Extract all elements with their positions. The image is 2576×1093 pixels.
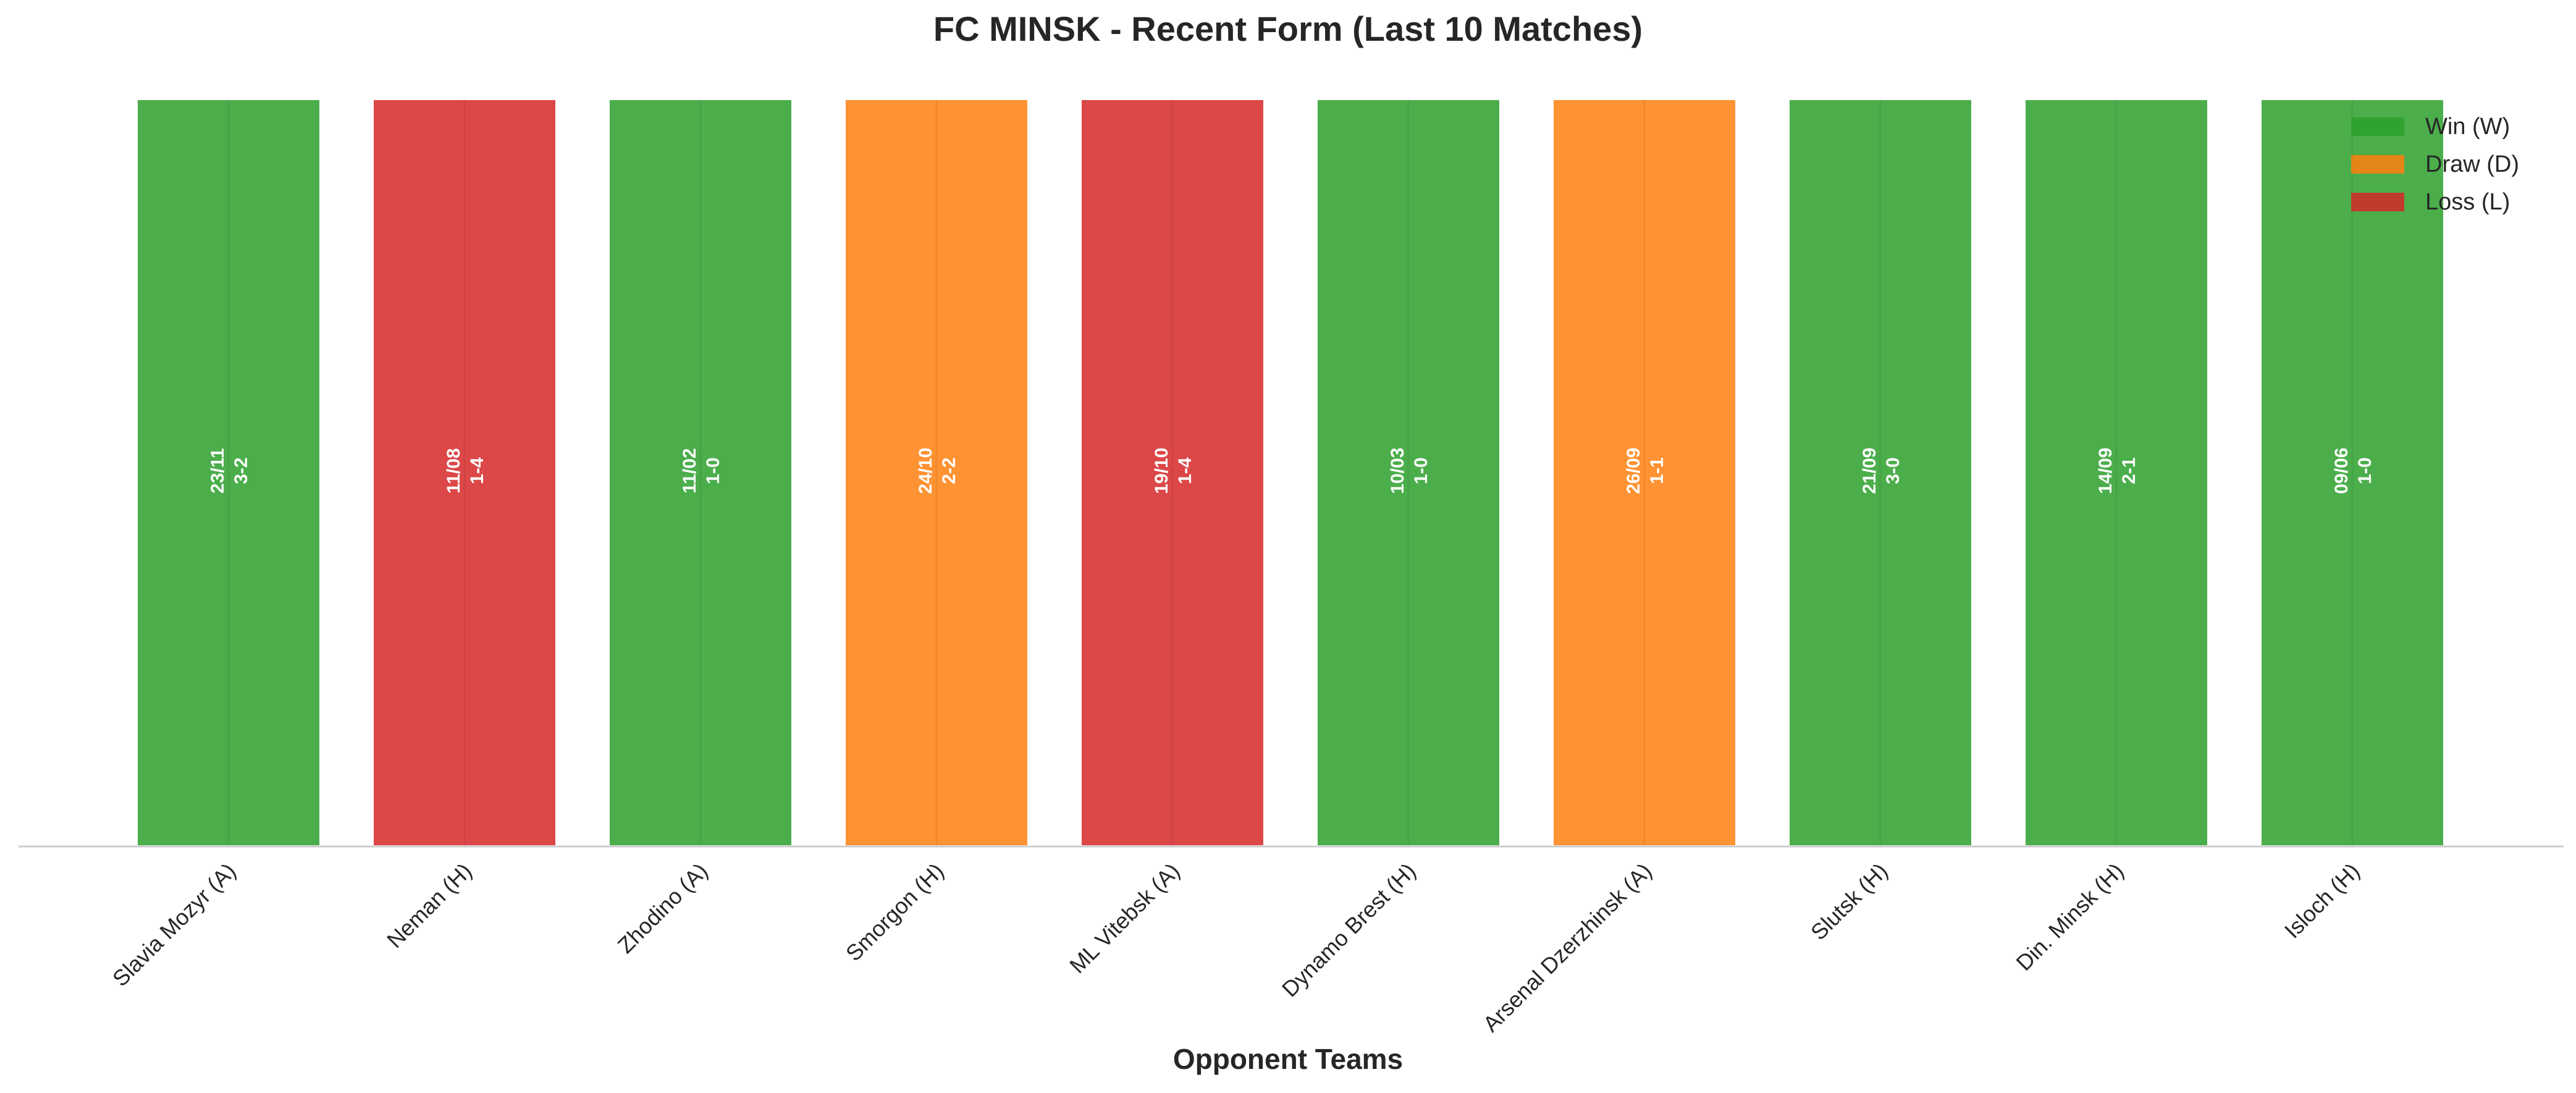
bar-neman-h bbox=[371, 98, 558, 848]
bar-score-label: 3-2 bbox=[231, 457, 251, 484]
bar-label-isloch-h: 09/06 1-0 bbox=[2331, 447, 2375, 494]
x-tick-label-arsenal-dzerzhinsk-a: Arsenal Dzerzhinsk (A) bbox=[1478, 858, 1656, 1037]
x-tick-label-neman-h: Neman (H) bbox=[382, 858, 476, 953]
bar-score-label: 1-4 bbox=[1175, 457, 1195, 484]
bar-group-slutsk-h: 21/09 3-0 bbox=[1787, 98, 1974, 848]
bar-score-label: 1-0 bbox=[703, 457, 723, 484]
bar-label-arsenal-dzerzhinsk-a: 26/09 1-1 bbox=[1623, 447, 1667, 494]
x-tick-label-zhodino-a: Zhodino (A) bbox=[613, 858, 713, 958]
bar-label-ml-vitebsk-a: 19/10 1-4 bbox=[1151, 447, 1195, 494]
legend-swatch-win bbox=[2351, 117, 2404, 136]
legend-item-draw: Draw (D) bbox=[2351, 149, 2519, 180]
legend-swatch-loss bbox=[2351, 193, 2404, 211]
legend-item-loss: Loss (L) bbox=[2351, 187, 2519, 217]
x-tick-label-isloch-h: Isloch (H) bbox=[2279, 858, 2365, 943]
bar-group-smorgon-h: 24/10 2-2 bbox=[843, 98, 1030, 848]
bar-date-label: 14/09 bbox=[2095, 447, 2116, 494]
bar-din-minsk-h bbox=[2023, 98, 2210, 848]
bar-ml-vitebsk-a bbox=[1079, 98, 1266, 848]
bar-score-label: 1-0 bbox=[2355, 457, 2375, 484]
bar-group-ml-vitebsk-a: 19/10 1-4 bbox=[1079, 98, 1266, 848]
bar-date-label: 09/06 bbox=[2331, 447, 2352, 494]
legend-label-win: Win (W) bbox=[2425, 113, 2511, 140]
x-tick-label-ml-vitebsk-a: ML Vitebsk (A) bbox=[1064, 858, 1185, 979]
bar-score-label: 2-2 bbox=[939, 457, 959, 484]
bar-group-neman-h: 11/08 1-4 bbox=[371, 98, 558, 848]
bar-label-zhodino-a: 11/02 1-0 bbox=[680, 448, 723, 493]
bar-label-neman-h: 11/08 1-4 bbox=[444, 448, 487, 493]
chart-title: FC MINSK - Recent Form (Last 10 Matches) bbox=[933, 9, 1643, 48]
x-tick-label-slavia-mozyr-a: Slavia Mozyr (A) bbox=[107, 858, 241, 992]
bar-group-isloch-h: 09/06 1-0 bbox=[2259, 98, 2446, 848]
bar-date-label: 11/02 bbox=[680, 448, 700, 493]
bar-date-label: 26/09 bbox=[1623, 447, 1644, 494]
x-tick-label-slutsk-h: Slutsk (H) bbox=[1806, 858, 1893, 945]
bar-date-label: 19/10 bbox=[1151, 447, 1172, 494]
bar-smorgon-h bbox=[843, 98, 1030, 848]
bar-group-din-minsk-h: 14/09 2-1 bbox=[2023, 98, 2210, 848]
bar-group-dynamo-brest-h: 10/03 1-0 bbox=[1315, 98, 1502, 848]
legend-swatch-draw bbox=[2351, 155, 2404, 174]
legend-item-win: Win (W) bbox=[2351, 111, 2519, 142]
bar-label-slutsk-h: 21/09 3-0 bbox=[1859, 447, 1903, 494]
bar-date-label: 23/11 bbox=[208, 448, 228, 493]
bar-arsenal-dzerzhinsk-a bbox=[1551, 98, 1738, 848]
bar-date-label: 10/03 bbox=[1387, 447, 1408, 494]
bars-layer: 23/11 3-2 11/08 1-4 11/02 1-0 24/10 2-2 19/10 1-4… bbox=[135, 98, 2446, 848]
bar-group-arsenal-dzerzhinsk-a: 26/09 1-1 bbox=[1551, 98, 1738, 848]
bar-date-label: 11/08 bbox=[444, 448, 464, 493]
x-axis-label: Opponent Teams bbox=[1172, 1043, 1404, 1075]
bar-isloch-h bbox=[2259, 98, 2446, 848]
bar-score-label: 1-4 bbox=[467, 457, 487, 484]
bar-dynamo-brest-h bbox=[1315, 98, 1502, 848]
bar-date-label: 24/10 bbox=[915, 447, 936, 494]
bar-score-label: 1-0 bbox=[1411, 457, 1431, 484]
bar-slavia-mozyr-a bbox=[135, 98, 322, 848]
x-tick-label-smorgon-h: Smorgon (H) bbox=[841, 858, 949, 966]
legend: Win (W) Draw (D) Loss (L) bbox=[2351, 111, 2519, 224]
x-tick-label-din-minsk-h: Din. Minsk (H) bbox=[2011, 858, 2128, 976]
bar-slutsk-h bbox=[1787, 98, 1974, 848]
bar-label-smorgon-h: 24/10 2-2 bbox=[915, 447, 959, 494]
x-tick-label-dynamo-brest-h: Dynamo Brest (H) bbox=[1277, 858, 1421, 1002]
bar-label-din-minsk-h: 14/09 2-1 bbox=[2095, 447, 2139, 494]
bar-group-slavia-mozyr-a: 23/11 3-2 bbox=[135, 98, 322, 848]
bar-label-dynamo-brest-h: 10/03 1-0 bbox=[1387, 447, 1431, 494]
bar-date-label: 21/09 bbox=[1859, 447, 1880, 494]
bar-label-slavia-mozyr-a: 23/11 3-2 bbox=[208, 448, 251, 493]
legend-label-loss: Loss (L) bbox=[2425, 188, 2511, 215]
bar-score-label: 3-0 bbox=[1883, 457, 1903, 484]
legend-label-draw: Draw (D) bbox=[2425, 151, 2519, 177]
bar-score-label: 1-1 bbox=[1647, 457, 1667, 484]
bar-zhodino-a bbox=[607, 98, 794, 848]
bar-group-zhodino-a: 11/02 1-0 bbox=[607, 98, 794, 848]
bar-score-label: 2-1 bbox=[2119, 457, 2139, 484]
x-ticks-layer: Slavia Mozyr (A) Neman (H) Zhodino (A) Smor… bbox=[107, 858, 2365, 1037]
